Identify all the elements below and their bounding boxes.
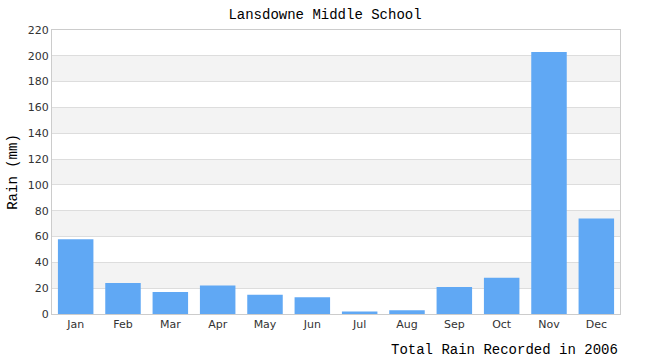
svg-text:Jan: Jan bbox=[66, 318, 84, 331]
svg-text:Mar: Mar bbox=[160, 318, 181, 331]
svg-text:Total Rain Recorded in 2006: Total Rain Recorded in 2006 bbox=[391, 342, 618, 358]
svg-text:May: May bbox=[254, 318, 277, 331]
svg-text:Sep: Sep bbox=[444, 318, 465, 331]
svg-text:60: 60 bbox=[35, 230, 49, 243]
svg-text:Jul: Jul bbox=[352, 318, 366, 331]
svg-text:Dec: Dec bbox=[586, 318, 607, 331]
svg-text:Jun: Jun bbox=[303, 318, 321, 331]
svg-text:Rain (mm): Rain (mm) bbox=[5, 134, 21, 210]
svg-text:200: 200 bbox=[28, 50, 49, 63]
svg-text:80: 80 bbox=[35, 205, 49, 218]
svg-text:160: 160 bbox=[28, 101, 49, 114]
svg-text:180: 180 bbox=[28, 75, 49, 88]
svg-text:40: 40 bbox=[35, 256, 49, 269]
svg-text:Lansdowne Middle School: Lansdowne Middle School bbox=[228, 7, 421, 23]
svg-text:Feb: Feb bbox=[113, 318, 132, 331]
svg-text:Aug: Aug bbox=[396, 318, 417, 331]
svg-text:Nov: Nov bbox=[538, 318, 560, 331]
svg-text:140: 140 bbox=[28, 127, 49, 140]
svg-text:Oct: Oct bbox=[492, 318, 512, 331]
svg-text:0: 0 bbox=[42, 308, 49, 321]
svg-text:100: 100 bbox=[28, 179, 49, 192]
svg-text:120: 120 bbox=[28, 153, 49, 166]
svg-text:220: 220 bbox=[28, 24, 49, 37]
svg-text:Apr: Apr bbox=[208, 318, 228, 331]
svg-text:20: 20 bbox=[35, 282, 49, 295]
